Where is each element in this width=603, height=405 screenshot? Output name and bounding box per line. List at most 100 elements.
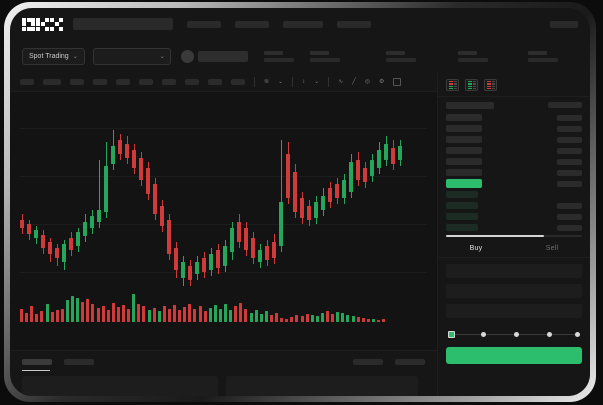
volume-bar — [20, 309, 23, 322]
chevron-down-icon[interactable]: ⌄ — [278, 79, 284, 85]
orderbook-cell-price — [446, 213, 478, 220]
interval-15m[interactable] — [70, 79, 84, 85]
orderbook-list[interactable] — [438, 97, 590, 231]
volume-bar — [65, 300, 69, 322]
volume-bar — [96, 308, 100, 322]
fullscreen-icon[interactable] — [393, 78, 402, 86]
compare-icon[interactable]: ↕ — [302, 79, 306, 85]
volume-bar — [203, 311, 207, 322]
tab-buy[interactable]: Buy — [469, 245, 483, 252]
orderbook-row[interactable] — [446, 125, 582, 132]
interval-1m[interactable] — [20, 79, 34, 85]
interval-1w[interactable] — [185, 79, 199, 85]
volume-bar — [45, 304, 49, 322]
orderbook-row[interactable] — [446, 191, 582, 198]
buy-submit-button[interactable] — [446, 347, 582, 364]
volume-bar — [351, 316, 355, 322]
orderbook-row[interactable] — [446, 224, 582, 231]
orderbook-row[interactable] — [446, 213, 582, 220]
orderbook-row[interactable] — [446, 158, 582, 165]
slider-stop-75[interactable] — [547, 332, 552, 337]
indicator-icon[interactable]: ≋ — [264, 79, 270, 85]
orderbook-cell-amount — [557, 202, 582, 209]
volume-bar — [142, 306, 146, 322]
market-stat-3 — [385, 51, 416, 62]
chart-toolbar: ≋ ⌄ ↕ ⌄ ∿ ╱ ◎ ⚙ — [10, 73, 437, 92]
pencil-icon[interactable]: ╱ — [352, 79, 356, 85]
bp-action-1[interactable] — [353, 359, 383, 365]
orderbook-cell-price — [446, 114, 482, 121]
volume-bar — [127, 309, 131, 322]
tab-order-history[interactable] — [64, 359, 94, 365]
slider-stop-25[interactable] — [481, 332, 486, 337]
interval-more[interactable] — [208, 79, 222, 85]
interval-5m[interactable] — [43, 79, 61, 85]
orderbook-view-both-icon[interactable] — [446, 79, 459, 91]
orderbook-view-asks-icon[interactable] — [484, 79, 497, 91]
volume-bar — [336, 312, 340, 322]
last-price-value — [197, 51, 248, 62]
slider-stop-50[interactable] — [514, 332, 519, 337]
search-input[interactable] — [73, 18, 173, 30]
interval-4h[interactable] — [139, 79, 153, 85]
chevron-down-icon-2[interactable]: ⌄ — [314, 79, 320, 85]
amount-field[interactable] — [446, 284, 582, 298]
orderbook-cell-amount — [557, 169, 582, 176]
interval-30m[interactable] — [93, 79, 107, 85]
volume-bar — [162, 306, 166, 322]
camera-icon[interactable]: ◎ — [364, 79, 370, 85]
orderbook-cell-amount — [557, 125, 582, 132]
total-field[interactable] — [446, 304, 582, 318]
settings-icon[interactable]: ⚙ — [379, 79, 385, 85]
interval-1h[interactable] — [116, 79, 130, 85]
amount-percent-slider[interactable] — [448, 330, 580, 338]
tab-sell[interactable]: Sell — [545, 245, 559, 252]
bp-action-2[interactable] — [395, 359, 425, 365]
slider-stop-100[interactable] — [575, 332, 580, 337]
nav-item-5[interactable] — [550, 20, 578, 28]
volume-bar — [193, 309, 197, 322]
volume-bar — [152, 308, 156, 322]
orderbook-cell-price — [446, 179, 482, 188]
orderbook-cell-amount — [557, 224, 582, 231]
volume-bar — [71, 296, 74, 322]
slider-handle[interactable] — [448, 330, 455, 338]
orderbook-progress-bar[interactable] — [446, 235, 582, 237]
chart-gridline — [20, 176, 427, 177]
nav-item-2[interactable] — [235, 20, 269, 28]
volume-bar — [178, 310, 182, 322]
nav-item-4[interactable] — [337, 20, 371, 28]
volume-bar — [183, 307, 187, 322]
orderbook-row[interactable] — [446, 147, 582, 154]
price-chart-panel[interactable] — [10, 92, 437, 350]
volume-bar — [371, 319, 375, 322]
volume-bar — [111, 303, 115, 322]
orderbook-header-left — [446, 102, 494, 109]
volume-bar — [137, 304, 141, 322]
orderbook-cell-amount — [557, 180, 582, 187]
interval-1d[interactable] — [162, 79, 176, 85]
price-field[interactable] — [446, 264, 582, 278]
volume-bar — [269, 315, 273, 322]
volume-bar — [208, 308, 212, 322]
volume-bar — [305, 314, 309, 322]
orderbook-header-right — [548, 102, 582, 108]
orderbook-view-bids-icon[interactable] — [465, 79, 478, 91]
orderbook-row[interactable] — [446, 136, 582, 143]
trading-pair-selector[interactable]: ⌄ — [92, 48, 171, 65]
volume-bar — [382, 319, 386, 322]
orderbook-row[interactable] — [446, 202, 582, 209]
wave-icon[interactable]: ∿ — [338, 79, 344, 85]
nav-item-3[interactable] — [283, 20, 323, 28]
orderbook-row[interactable] — [446, 179, 582, 188]
volume-bar — [147, 310, 151, 322]
orderbook-row[interactable] — [446, 169, 582, 176]
orderbook-row[interactable] — [446, 114, 582, 121]
tab-open-orders[interactable] — [22, 359, 52, 365]
okx-logo-icon[interactable] — [22, 17, 63, 31]
trading-mode-selector[interactable]: Spot Trading ⌄ — [22, 48, 85, 65]
orders-tabs — [22, 359, 425, 371]
volume-bar — [326, 311, 329, 322]
nav-item-1[interactable] — [187, 20, 221, 28]
interval-custom[interactable] — [231, 79, 245, 85]
